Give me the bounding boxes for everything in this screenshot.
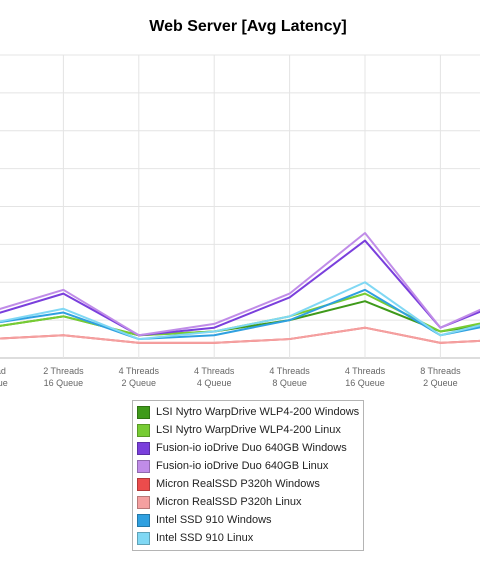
series-line-2 bbox=[0, 239, 480, 337]
x-tick-label: 2 Threads bbox=[43, 366, 84, 376]
legend-label: Fusion-io ioDrive Duo 640GB Linux bbox=[156, 460, 329, 472]
legend-label: Intel SSD 910 Windows bbox=[156, 514, 272, 526]
x-tick-label: 4 Threads bbox=[269, 366, 310, 376]
legend-swatch bbox=[137, 423, 150, 437]
x-tick-label: 4 Queue bbox=[197, 378, 232, 388]
x-tick-label: 2 Queue bbox=[122, 378, 157, 388]
x-tick-label: 4 Threads bbox=[194, 366, 235, 376]
series-line-6 bbox=[0, 288, 480, 341]
x-tick-label: 4 Threads bbox=[119, 366, 160, 376]
chart-title: Web Server [Avg Latency] bbox=[149, 18, 347, 35]
legend-swatch bbox=[137, 495, 150, 509]
series-line-7 bbox=[0, 281, 480, 341]
x-tick-label: 16 Queue bbox=[345, 378, 385, 388]
x-tick-labels: 1 Thread 16 Queue 2 Threads 16 Queue 4 Threa… bbox=[0, 366, 461, 388]
legend-label: Micron RealSSD P320h Linux bbox=[156, 496, 302, 508]
legend-item: Intel SSD 910 Windows bbox=[133, 511, 363, 529]
series-lines bbox=[0, 232, 480, 344]
x-tick-label: 4 Threads bbox=[345, 366, 386, 376]
legend-swatch bbox=[137, 477, 150, 491]
x-tick-label: 2 Queue bbox=[423, 378, 458, 388]
legend-item: LSI Nytro WarpDrive WLP4-200 Windows bbox=[133, 403, 363, 421]
series-line-5 bbox=[0, 326, 480, 344]
legend-label: LSI Nytro WarpDrive WLP4-200 Windows bbox=[156, 406, 360, 418]
legend-swatch bbox=[137, 441, 150, 455]
x-tick-label: 16 Queue bbox=[44, 378, 84, 388]
legend: LSI Nytro WarpDrive WLP4-200 Windows LSI … bbox=[132, 400, 364, 551]
legend-label: Intel SSD 910 Linux bbox=[156, 532, 254, 544]
legend-swatch bbox=[137, 513, 150, 527]
line-chart: 1 Thread 16 Queue 2 Threads 16 Queue 4 Threa… bbox=[0, 54, 480, 388]
legend-item: Micron RealSSD P320h Linux bbox=[133, 493, 363, 511]
legend-swatch bbox=[137, 459, 150, 473]
x-tick-label: 1 Thread bbox=[0, 366, 6, 376]
legend-item: Intel SSD 910 Linux bbox=[133, 529, 363, 547]
series-line-3 bbox=[0, 232, 480, 337]
x-tick-label: 8 Queue bbox=[272, 378, 307, 388]
legend-item: Fusion-io ioDrive Duo 640GB Linux bbox=[133, 457, 363, 475]
x-tick-label: 16 Queue bbox=[0, 378, 8, 388]
legend-item: Fusion-io ioDrive Duo 640GB Windows bbox=[133, 439, 363, 457]
legend-item: Micron RealSSD P320h Windows bbox=[133, 475, 363, 493]
x-tick-label: 8 Threads bbox=[420, 366, 461, 376]
legend-swatch bbox=[137, 531, 150, 545]
legend-item: LSI Nytro WarpDrive WLP4-200 Linux bbox=[133, 421, 363, 439]
legend-swatch bbox=[137, 405, 150, 419]
legend-label: Micron RealSSD P320h Windows bbox=[156, 478, 320, 490]
legend-label: Fusion-io ioDrive Duo 640GB Windows bbox=[156, 442, 347, 454]
legend-label: LSI Nytro WarpDrive WLP4-200 Linux bbox=[156, 424, 341, 436]
